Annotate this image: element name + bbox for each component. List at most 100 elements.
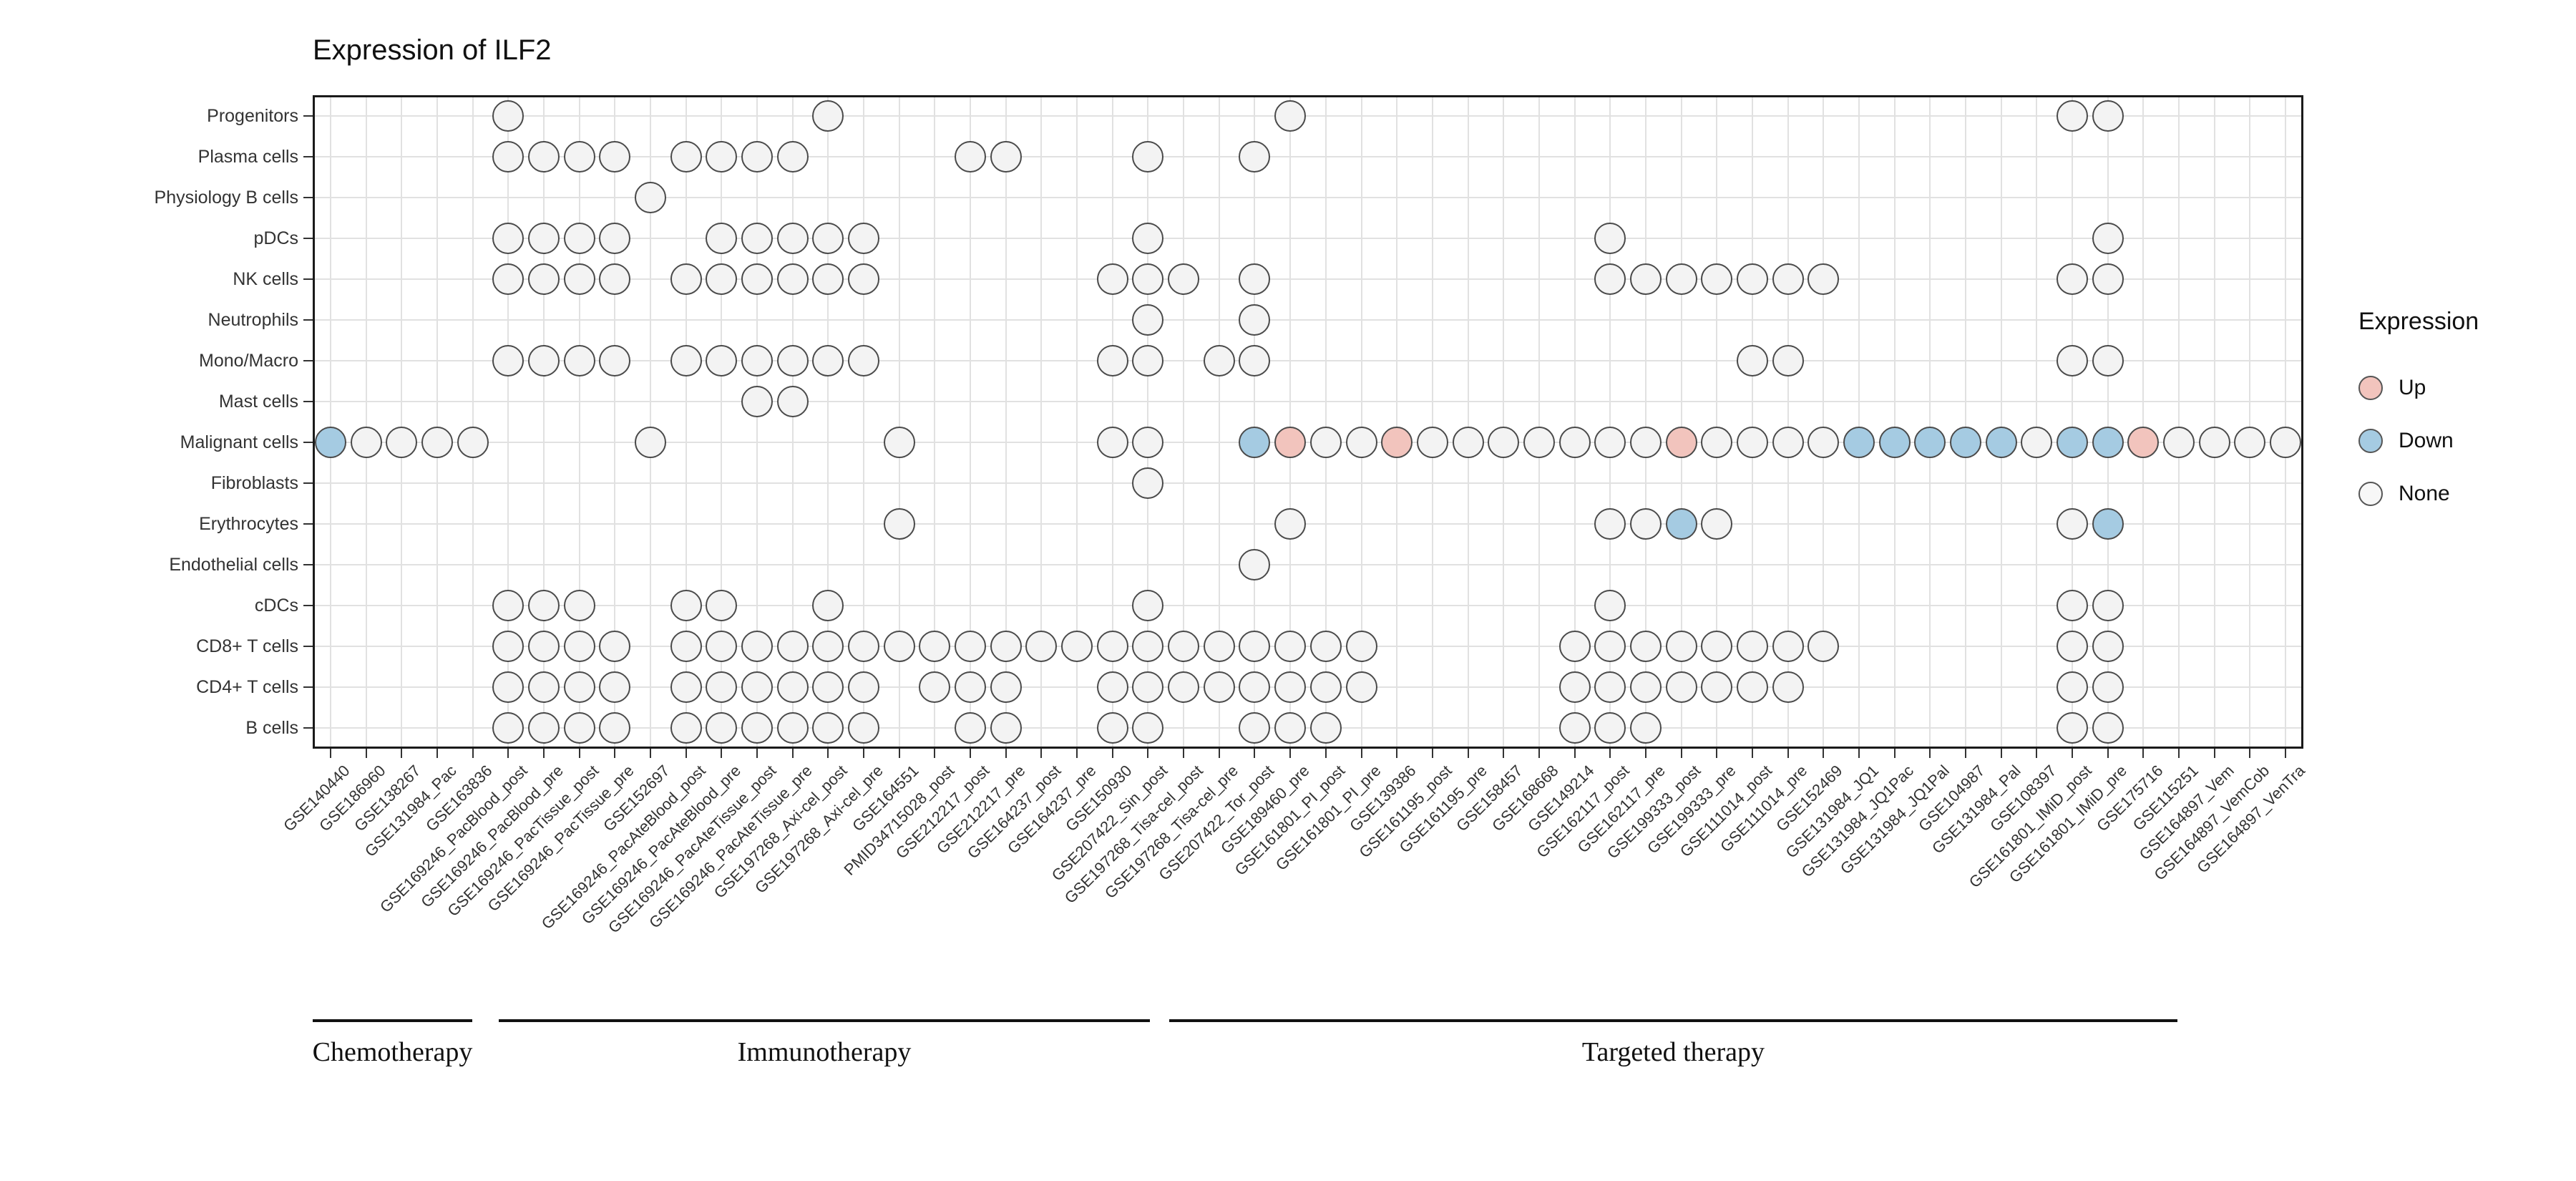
y-axis-label: pDCs: [253, 228, 298, 248]
expression-dot-none: [2057, 263, 2089, 295]
gridline-vertical: [401, 95, 403, 749]
y-tick: [303, 400, 313, 402]
gridline-vertical: [1929, 95, 1931, 749]
gridline-vertical: [1716, 95, 1718, 749]
expression-dot-down: [2092, 427, 2124, 459]
expression-dot-none: [1701, 508, 1733, 540]
expression-dot-none: [1025, 631, 1058, 663]
expression-dot-none: [1096, 671, 1128, 704]
expression-dot-none: [492, 712, 525, 744]
gridline-vertical: [970, 95, 972, 749]
expression-dot-none: [1594, 263, 1626, 295]
expression-dot-none: [812, 222, 844, 254]
x-tick: [1893, 749, 1896, 758]
expression-dot-none: [1203, 631, 1235, 663]
expression-dot-none: [776, 631, 809, 663]
expression-dot-none: [1309, 427, 1342, 459]
expression-dot-none: [2092, 344, 2124, 376]
expression-dot-none: [883, 508, 915, 540]
expression-dot-none: [1096, 263, 1128, 295]
gridline-horizontal: [313, 319, 2303, 321]
gridline-horizontal: [313, 727, 2303, 729]
legend-none-circle-icon: [2358, 482, 2383, 506]
expression-dot-none: [527, 344, 560, 376]
gridline-vertical: [1111, 95, 1113, 749]
gridline-vertical: [436, 95, 438, 749]
expression-dot-none: [706, 263, 738, 295]
expression-dot-none: [741, 712, 773, 744]
y-axis-label: Neutrophils: [208, 309, 298, 330]
expression-dot-none: [848, 712, 880, 744]
gridline-horizontal: [313, 359, 2303, 361]
gridline-vertical: [1644, 95, 1646, 749]
y-tick: [303, 115, 313, 117]
y-tick: [303, 319, 313, 321]
expression-dot-none: [599, 671, 631, 704]
expression-dot-none: [599, 263, 631, 295]
expression-dot-none: [1239, 263, 1271, 295]
x-tick: [1823, 749, 1825, 758]
expression-dot-none: [1772, 631, 1804, 663]
expression-dot-none: [386, 427, 418, 459]
x-tick: [2178, 749, 2180, 758]
expression-dot-none: [457, 427, 489, 459]
expression-dot-down: [1239, 427, 1271, 459]
expression-dot-none: [1239, 303, 1271, 336]
y-axis-label: Mono/Macro: [199, 350, 298, 371]
expression-dot-none: [2057, 671, 2089, 704]
expression-dot-none: [1665, 671, 1697, 704]
x-tick: [2107, 749, 2109, 758]
x-tick: [2285, 749, 2287, 758]
x-tick: [436, 749, 438, 758]
expression-dot-up: [1274, 427, 1307, 459]
legend-item-label: Down: [2399, 429, 2454, 452]
expression-dot-none: [527, 631, 560, 663]
expression-dot-none: [955, 140, 987, 172]
expression-dot-none: [2092, 712, 2124, 744]
y-axis-label: Physiology B cells: [154, 187, 298, 208]
y-tick: [303, 605, 313, 607]
expression-dot-none: [776, 263, 809, 295]
x-tick: [1040, 749, 1043, 758]
expression-dot-none: [599, 344, 631, 376]
expression-dot-none: [492, 263, 525, 295]
expression-dot-none: [741, 222, 773, 254]
x-tick: [1431, 749, 1433, 758]
x-tick: [1609, 749, 1611, 758]
expression-dot-none: [350, 427, 382, 459]
x-tick: [507, 749, 509, 758]
expression-dot-none: [1345, 427, 1377, 459]
expression-dot-none: [955, 671, 987, 704]
expression-dot-none: [563, 712, 595, 744]
expression-dot-none: [599, 631, 631, 663]
gridline-vertical: [472, 95, 474, 749]
expression-dot-none: [1132, 671, 1164, 704]
gridline-vertical: [542, 95, 545, 749]
gridline-horizontal: [313, 278, 2303, 280]
expression-dot-none: [634, 427, 666, 459]
gridline-horizontal: [313, 196, 2303, 198]
x-tick: [1324, 749, 1327, 758]
gridline-horizontal: [313, 442, 2303, 444]
y-tick: [303, 646, 313, 648]
expression-dot-none: [741, 631, 773, 663]
expression-dot-none: [1807, 427, 1840, 459]
expression-dot-none: [812, 590, 844, 622]
legend-item-down: Down: [2358, 414, 2479, 467]
expression-dot-none: [1168, 263, 1200, 295]
expression-dot-none: [1629, 508, 1662, 540]
expression-dot-none: [492, 99, 525, 132]
gridline-vertical: [1751, 95, 1753, 749]
expression-dot-none: [1594, 712, 1626, 744]
expression-dot-none: [1594, 222, 1626, 254]
gridline-horizontal: [313, 400, 2303, 402]
y-tick: [303, 523, 313, 525]
expression-dot-none: [1309, 712, 1342, 744]
expression-dot-none: [2092, 222, 2124, 254]
expression-dot-none: [1203, 344, 1235, 376]
x-tick: [756, 749, 758, 758]
gridline-vertical: [1396, 95, 1398, 749]
expression-dot-none: [492, 590, 525, 622]
expression-dot-none: [1096, 712, 1128, 744]
expression-dot-up: [1381, 427, 1413, 459]
